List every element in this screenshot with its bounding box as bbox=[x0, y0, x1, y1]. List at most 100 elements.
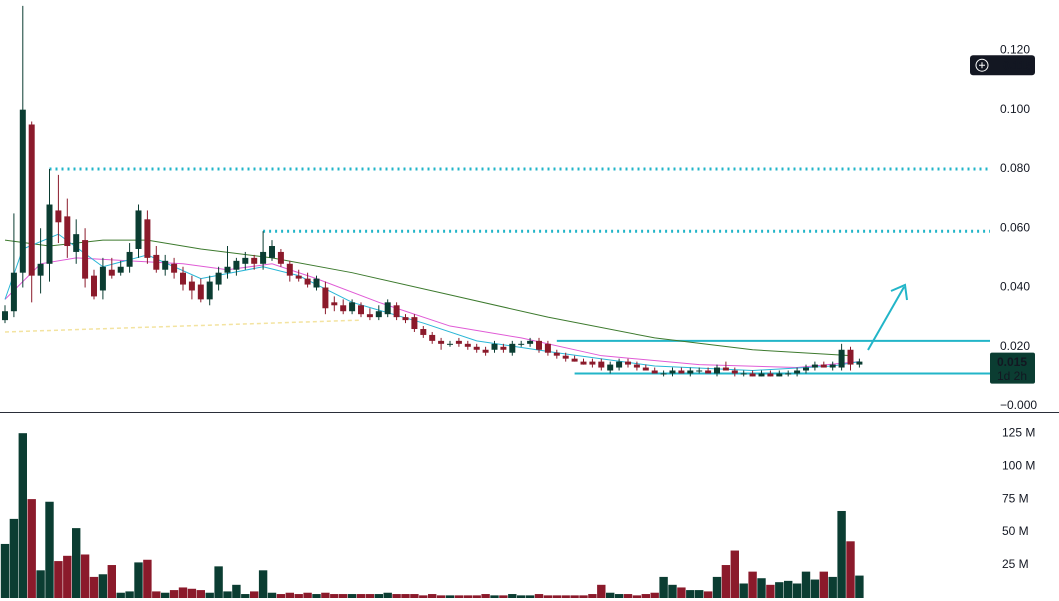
volume-bar bbox=[552, 595, 561, 598]
candle-body bbox=[856, 361, 863, 365]
volume-bar bbox=[330, 594, 339, 598]
candle-body bbox=[749, 373, 756, 377]
candle-body bbox=[242, 257, 249, 264]
volume-tick-label: 100 M bbox=[1002, 458, 1035, 472]
volume-bar bbox=[241, 594, 250, 598]
volume-bar bbox=[472, 595, 481, 598]
candle-body bbox=[108, 269, 115, 276]
candle-body bbox=[420, 329, 427, 335]
candle-body bbox=[313, 278, 320, 288]
volume-bar bbox=[347, 594, 357, 598]
volume-bar bbox=[9, 518, 19, 598]
candle-body bbox=[126, 251, 133, 267]
volume-bar bbox=[27, 499, 36, 598]
candle-body bbox=[411, 317, 418, 330]
volume-bar bbox=[534, 594, 544, 598]
candle-body bbox=[144, 219, 151, 258]
candle-body bbox=[767, 373, 774, 377]
volume-bar bbox=[18, 433, 27, 598]
volume-bar bbox=[383, 592, 392, 598]
volume-bar bbox=[116, 592, 125, 598]
volume-bar bbox=[677, 587, 686, 598]
volume-bar bbox=[632, 595, 642, 598]
volume-bar bbox=[72, 528, 81, 598]
countdown-label: 1d 2h bbox=[997, 369, 1027, 383]
candle-body bbox=[180, 272, 186, 285]
candle-body bbox=[847, 349, 854, 365]
candle-body bbox=[251, 257, 258, 264]
volume-tick-label: 125 M bbox=[1002, 425, 1035, 439]
volume-bar bbox=[89, 576, 99, 598]
volume-bar bbox=[775, 582, 784, 598]
volume-bar bbox=[463, 595, 472, 598]
candle-body bbox=[162, 260, 169, 270]
volume-bar bbox=[659, 576, 668, 598]
volume-bar bbox=[285, 592, 294, 598]
moving-average bbox=[4, 257, 860, 369]
volume-bar bbox=[525, 595, 535, 598]
volume-bar bbox=[543, 595, 553, 598]
candle-body bbox=[37, 263, 44, 276]
candle-body bbox=[429, 334, 436, 341]
volume-bar bbox=[125, 591, 134, 598]
last-price-box bbox=[990, 352, 1035, 384]
candle-body bbox=[740, 373, 747, 375]
volume-bar bbox=[490, 595, 499, 598]
volume-bar bbox=[303, 592, 312, 598]
candle-body bbox=[794, 370, 801, 374]
candle-body bbox=[464, 343, 471, 347]
candle-body bbox=[518, 343, 525, 345]
candle-body bbox=[269, 246, 275, 258]
volume-bar bbox=[374, 594, 383, 598]
volume-bar bbox=[499, 595, 508, 598]
candle-body bbox=[277, 251, 284, 264]
volume-bar bbox=[739, 583, 748, 598]
candle-body bbox=[616, 361, 623, 368]
candle-body bbox=[633, 364, 640, 368]
volume-bar bbox=[784, 580, 793, 598]
candle-body bbox=[758, 373, 765, 377]
candle-body bbox=[536, 340, 542, 350]
volume-bar bbox=[703, 591, 713, 598]
volume-bar bbox=[321, 592, 330, 598]
volume-bar bbox=[428, 594, 437, 598]
last-price-label: 0.015 bbox=[997, 355, 1027, 369]
candle-body bbox=[447, 343, 453, 345]
moving-average bbox=[4, 239, 851, 357]
volume-bar bbox=[766, 584, 775, 598]
volume-bar bbox=[445, 595, 455, 598]
candle-body bbox=[82, 240, 89, 279]
candle-body bbox=[349, 302, 356, 312]
candle-body bbox=[438, 340, 445, 344]
candle-body bbox=[473, 346, 480, 350]
volume-bar bbox=[205, 592, 214, 598]
candle-body bbox=[580, 361, 587, 365]
volume-bar bbox=[36, 570, 45, 598]
volume-bar bbox=[748, 571, 757, 598]
volume-bar bbox=[828, 576, 837, 598]
candle-body bbox=[669, 370, 676, 374]
candle-body bbox=[678, 370, 685, 374]
volume-bar bbox=[98, 574, 108, 598]
volume-bar bbox=[232, 584, 241, 598]
candle-body bbox=[19, 109, 26, 273]
y-tick-label: −0.000 bbox=[1000, 398, 1037, 412]
candle-body bbox=[55, 210, 62, 223]
volume-bar bbox=[152, 591, 161, 598]
candle-body bbox=[598, 361, 605, 368]
candle-body bbox=[188, 281, 195, 291]
candle-body bbox=[722, 367, 729, 371]
y-tick-label: 0.100 bbox=[1000, 102, 1030, 116]
volume-bar bbox=[107, 565, 116, 598]
candle-body bbox=[527, 340, 534, 344]
crosshair-icon bbox=[975, 58, 989, 72]
volume-bar bbox=[579, 595, 588, 598]
volume-bar bbox=[454, 595, 464, 598]
candle-body bbox=[117, 266, 124, 273]
moving-average bbox=[4, 233, 860, 372]
candle-body bbox=[776, 373, 783, 377]
volume-bar bbox=[481, 594, 490, 598]
candle-body bbox=[838, 349, 845, 368]
volume-bar bbox=[819, 571, 828, 598]
candle-body bbox=[197, 284, 204, 300]
